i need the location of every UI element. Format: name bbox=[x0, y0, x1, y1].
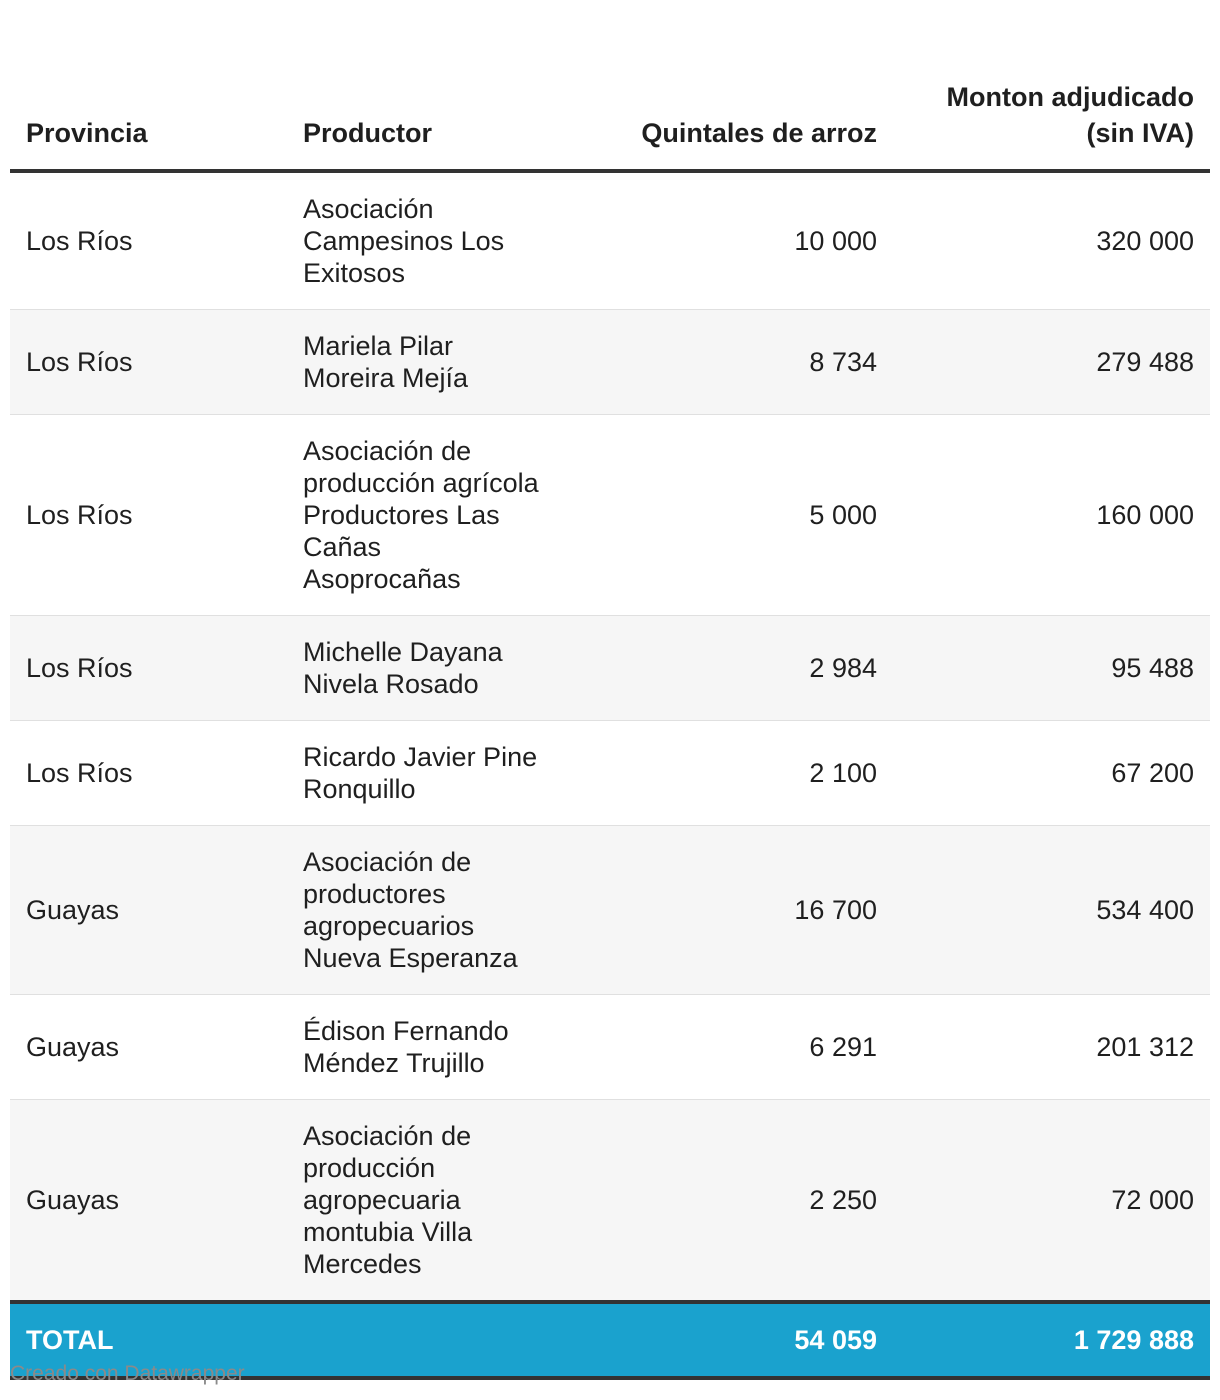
cell-productor: Mariela Pilar Moreira Mejía bbox=[287, 309, 582, 415]
table-row: Los Ríos Ricardo Javier Pine Ronquillo 2… bbox=[10, 720, 1210, 826]
cell-monto: 160 000 bbox=[893, 414, 1210, 616]
cell-provincia: Los Ríos bbox=[10, 414, 287, 616]
cell-monto: 279 488 bbox=[893, 309, 1210, 415]
cell-productor: Asociación Campesinos Los Exitosos bbox=[287, 171, 582, 310]
cell-quintales: 6 291 bbox=[582, 994, 893, 1100]
table-row: Guayas Asociación de producción agropecu… bbox=[10, 1099, 1210, 1303]
cell-monto: 72 000 bbox=[893, 1099, 1210, 1303]
cell-provincia: Los Ríos bbox=[10, 720, 287, 826]
table-row: Los Ríos Asociación de producción agríco… bbox=[10, 414, 1210, 616]
table-header: Provincia Productor Quintales de arroz M… bbox=[10, 0, 1210, 173]
table-row: Guayas Édison Fernando Méndez Trujillo 6… bbox=[10, 994, 1210, 1100]
total-monto: 1 729 888 bbox=[893, 1300, 1210, 1380]
table-body: Los Ríos Asociación Campesinos Los Exito… bbox=[10, 171, 1210, 1380]
cell-productor: Asociación de producción agrícola Produc… bbox=[287, 414, 582, 616]
header-provincia[interactable]: Provincia bbox=[10, 0, 287, 173]
table-row: Guayas Asociación de productores agropec… bbox=[10, 825, 1210, 995]
cell-productor: Asociación de productores agropecuarios … bbox=[287, 825, 582, 995]
cell-provincia: Los Ríos bbox=[10, 615, 287, 721]
datawrapper-credit[interactable]: Creado con Datawrapper bbox=[10, 1362, 245, 1385]
total-label: TOTAL bbox=[10, 1300, 287, 1380]
total-row: TOTAL 54 059 1 729 888 bbox=[10, 1300, 1210, 1380]
header-productor[interactable]: Productor bbox=[287, 0, 582, 173]
cell-quintales: 8 734 bbox=[582, 309, 893, 415]
cell-provincia: Los Ríos bbox=[10, 171, 287, 310]
data-table-container: Provincia Productor Quintales de arroz M… bbox=[10, 0, 1210, 1380]
table-row: Los Ríos Michelle Dayana Nivela Rosado 2… bbox=[10, 615, 1210, 721]
cell-productor: Michelle Dayana Nivela Rosado bbox=[287, 615, 582, 721]
cell-productor: Ricardo Javier Pine Ronquillo bbox=[287, 720, 582, 826]
cell-monto: 95 488 bbox=[893, 615, 1210, 721]
cell-provincia: Guayas bbox=[10, 1099, 287, 1303]
cell-quintales: 16 700 bbox=[582, 825, 893, 995]
cell-provincia: Guayas bbox=[10, 994, 287, 1100]
cell-monto: 67 200 bbox=[893, 720, 1210, 826]
header-row: Provincia Productor Quintales de arroz M… bbox=[10, 0, 1210, 173]
header-monto[interactable]: Monton adjudicado (sin IVA) bbox=[893, 0, 1210, 173]
cell-productor: Édison Fernando Méndez Trujillo bbox=[287, 994, 582, 1100]
cell-monto: 201 312 bbox=[893, 994, 1210, 1100]
cell-quintales: 2 984 bbox=[582, 615, 893, 721]
cell-quintales: 2 100 bbox=[582, 720, 893, 826]
cell-monto: 320 000 bbox=[893, 171, 1210, 310]
total-quintales: 54 059 bbox=[582, 1300, 893, 1380]
cell-monto: 534 400 bbox=[893, 825, 1210, 995]
cell-provincia: Los Ríos bbox=[10, 309, 287, 415]
cell-quintales: 10 000 bbox=[582, 171, 893, 310]
cell-provincia: Guayas bbox=[10, 825, 287, 995]
table-row: Los Ríos Asociación Campesinos Los Exito… bbox=[10, 171, 1210, 310]
header-quintales[interactable]: Quintales de arroz bbox=[582, 0, 893, 173]
cell-quintales: 5 000 bbox=[582, 414, 893, 616]
cell-quintales: 2 250 bbox=[582, 1099, 893, 1303]
total-empty-cell bbox=[287, 1300, 582, 1380]
cell-productor: Asociación de producción agropecuaria mo… bbox=[287, 1099, 582, 1303]
rice-purchase-table: Provincia Productor Quintales de arroz M… bbox=[10, 0, 1210, 1380]
table-row: Los Ríos Mariela Pilar Moreira Mejía 8 7… bbox=[10, 309, 1210, 415]
